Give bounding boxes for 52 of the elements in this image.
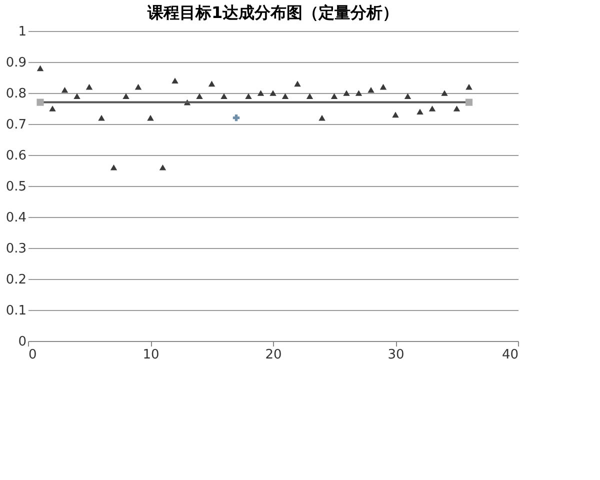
y-tick-label: 0: [18, 334, 26, 350]
point: [453, 106, 460, 112]
y-tick-label: 0.3: [6, 242, 26, 256]
point: [355, 90, 362, 96]
x-tick-label: 0: [28, 348, 37, 362]
point: [392, 112, 399, 118]
point: [416, 108, 424, 115]
y-tick-label: 0.7: [6, 118, 26, 132]
point: [147, 114, 154, 121]
point: [330, 93, 338, 100]
point: [294, 80, 301, 87]
point: [404, 93, 412, 100]
point: [380, 84, 387, 90]
y-tick-label: 0.8: [6, 86, 26, 102]
point: [282, 93, 289, 100]
y-tick-label: 0.1: [6, 304, 26, 318]
point: [441, 90, 448, 96]
point: [208, 80, 216, 87]
point: [122, 93, 130, 100]
x-tick-label: 20: [265, 348, 282, 362]
point: [86, 84, 93, 90]
y-tick-label: 0.6: [6, 148, 26, 164]
chart-title: 课程目标1达成分布图（定量分析）: [146, 3, 399, 22]
point: [36, 65, 44, 72]
point: [257, 90, 264, 96]
point: [368, 86, 374, 93]
y-tick-label: 0.4: [6, 210, 26, 226]
point: [245, 93, 252, 100]
y-tick-label: 0.5: [6, 180, 26, 194]
point: [159, 164, 166, 170]
point: [270, 90, 276, 96]
point: [220, 93, 228, 100]
y-tick-label: 0.9: [6, 56, 26, 70]
x-tick-label: 10: [142, 348, 160, 362]
point: [61, 86, 68, 93]
point: [466, 84, 472, 90]
point: [428, 106, 436, 112]
point: [98, 114, 105, 121]
y-tick-label: 1: [18, 24, 26, 40]
point: [343, 90, 350, 96]
point: [74, 93, 80, 100]
point: [172, 78, 178, 84]
point: [110, 164, 118, 170]
point: [49, 106, 56, 112]
y-tick-label: 0.2: [6, 272, 26, 288]
point: [318, 114, 326, 121]
point: [134, 84, 142, 90]
point: [306, 93, 314, 100]
x-tick-label: 30: [388, 348, 404, 362]
point: [196, 93, 203, 100]
x-tick-label: 40: [502, 348, 518, 362]
point: [232, 114, 240, 122]
